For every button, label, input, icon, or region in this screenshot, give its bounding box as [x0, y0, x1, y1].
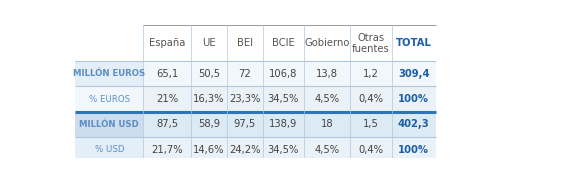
Bar	[75, 112, 143, 137]
Text: 309,4: 309,4	[398, 69, 429, 79]
Text: Otras
fuentes: Otras fuentes	[352, 33, 390, 54]
Bar	[75, 25, 435, 61]
Text: 23,3%: 23,3%	[229, 94, 261, 104]
Text: 18: 18	[320, 119, 333, 130]
Text: 0,4%: 0,4%	[358, 145, 383, 155]
Text: 402,3: 402,3	[398, 119, 429, 130]
Text: UE: UE	[202, 38, 215, 48]
Text: BEI: BEI	[237, 38, 253, 48]
Text: % EUROS: % EUROS	[89, 95, 130, 104]
Text: 34,5%: 34,5%	[268, 145, 299, 155]
Bar	[75, 87, 143, 112]
Text: 14,6%: 14,6%	[193, 145, 225, 155]
Text: 97,5: 97,5	[234, 119, 256, 130]
Text: 21,7%: 21,7%	[151, 145, 183, 155]
Text: 138,9: 138,9	[269, 119, 298, 130]
Text: 4,5%: 4,5%	[314, 145, 340, 155]
Text: 21%: 21%	[156, 94, 178, 104]
Bar	[75, 61, 143, 87]
Bar	[143, 112, 435, 137]
Text: 58,9: 58,9	[198, 119, 220, 130]
Text: BCIE: BCIE	[272, 38, 295, 48]
Bar	[143, 61, 435, 87]
Text: 65,1: 65,1	[156, 69, 178, 79]
Text: 1,2: 1,2	[363, 69, 379, 79]
Bar	[143, 87, 435, 112]
Text: 100%: 100%	[398, 94, 429, 104]
Text: 24,2%: 24,2%	[229, 145, 261, 155]
Bar	[143, 137, 435, 163]
Text: 16,3%: 16,3%	[193, 94, 225, 104]
Text: 72: 72	[239, 69, 251, 79]
Text: 1,5: 1,5	[363, 119, 379, 130]
Text: MILLÓN EUROS: MILLÓN EUROS	[73, 69, 146, 78]
Text: 4,5%: 4,5%	[314, 94, 340, 104]
Text: 13,8: 13,8	[316, 69, 338, 79]
Text: 50,5: 50,5	[198, 69, 220, 79]
Text: España: España	[149, 38, 185, 48]
Text: TOTAL: TOTAL	[396, 38, 431, 48]
Text: 100%: 100%	[398, 145, 429, 155]
Text: 34,5%: 34,5%	[268, 94, 299, 104]
Text: 106,8: 106,8	[269, 69, 298, 79]
Text: MILLÓN USD: MILLÓN USD	[79, 120, 139, 129]
Text: 87,5: 87,5	[156, 119, 178, 130]
Text: % USD: % USD	[95, 145, 124, 154]
Text: 0,4%: 0,4%	[358, 94, 383, 104]
Text: Gobierno: Gobierno	[304, 38, 349, 48]
Bar	[75, 137, 143, 163]
